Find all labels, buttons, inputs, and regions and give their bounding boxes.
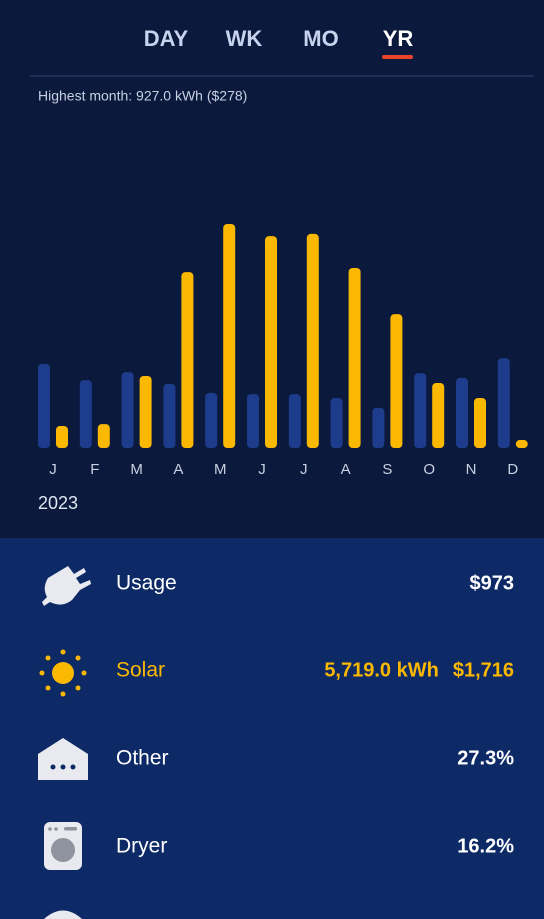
month-label: J: [258, 461, 266, 478]
row-label: Usage: [116, 572, 177, 595]
month-label: M: [130, 461, 143, 478]
house-icon: [38, 738, 88, 780]
list-row[interactable]: Other 27.3%: [116, 747, 514, 770]
tab-day[interactable]: DAY: [144, 26, 189, 51]
solar-bar[interactable]: [139, 375, 152, 448]
solar-bar[interactable]: [56, 426, 68, 448]
month-label: S: [382, 461, 392, 478]
usage-bar[interactable]: [414, 373, 427, 448]
usage-bar[interactable]: [497, 358, 510, 448]
solar-bar[interactable]: [515, 440, 528, 448]
solar-bar[interactable]: [474, 397, 486, 448]
usage-bar[interactable]: [372, 407, 385, 448]
chart-subtitle: Highest month: 927.0 kWh ($278): [38, 88, 247, 104]
row-value: 16.2%: [457, 835, 514, 857]
usage-bar[interactable]: [288, 394, 301, 448]
usage-bar[interactable]: [330, 397, 343, 448]
plug-icon: [42, 566, 91, 606]
month-label: D: [507, 461, 518, 478]
row-value: $973: [470, 572, 515, 594]
year-label: 2023: [38, 493, 78, 513]
solar-bar[interactable]: [223, 224, 236, 448]
usage-bar[interactable]: [121, 372, 134, 448]
solar-bar[interactable]: [306, 233, 319, 448]
row-label: Solar: [116, 659, 165, 682]
row-value: $1,716: [453, 659, 514, 681]
solar-bar[interactable]: [181, 272, 194, 448]
usage-bar[interactable]: [163, 383, 176, 448]
solar-bar[interactable]: [97, 424, 110, 448]
solar-bar[interactable]: [265, 236, 277, 448]
row-label: Dryer: [116, 835, 167, 858]
month-label: A: [341, 461, 351, 478]
tab-month[interactable]: MO: [303, 26, 338, 51]
month-label: N: [466, 461, 477, 478]
usage-bar[interactable]: [456, 377, 468, 448]
usage-bar[interactable]: [205, 392, 218, 448]
summary-list: Usage $973 Solar $1,716 5,719.0 kWh Other 27.3…: [116, 572, 514, 858]
row-label: Other: [116, 747, 169, 770]
sun-icon: [39, 649, 87, 697]
row-value: 5,719.0 kWh: [324, 659, 439, 681]
dryer-icon: [44, 822, 82, 870]
month-label: J: [49, 461, 57, 478]
list-row[interactable]: Usage $973: [116, 572, 514, 595]
tab-year[interactable]: YR: [383, 26, 414, 51]
month-label: J: [300, 461, 308, 478]
solar-bar[interactable]: [390, 314, 403, 448]
month-label: F: [90, 461, 99, 478]
usage-bar[interactable]: [79, 380, 92, 448]
month-label: M: [214, 461, 227, 478]
tab-week[interactable]: WK: [226, 26, 263, 51]
list-panel: [0, 538, 544, 919]
month-label: A: [173, 461, 183, 478]
usage-bar[interactable]: [38, 363, 50, 448]
list-row[interactable]: Dryer 16.2%: [116, 835, 514, 858]
row-value: 27.3%: [457, 747, 514, 769]
list-row[interactable]: Solar $1,716 5,719.0 kWh: [116, 659, 514, 682]
partial-icon: [44, 910, 82, 919]
tab-underline: [382, 55, 413, 59]
usage-bar[interactable]: [247, 394, 259, 448]
month-label: O: [423, 461, 435, 478]
solar-bar[interactable]: [348, 267, 361, 448]
solar-bar[interactable]: [432, 382, 445, 448]
